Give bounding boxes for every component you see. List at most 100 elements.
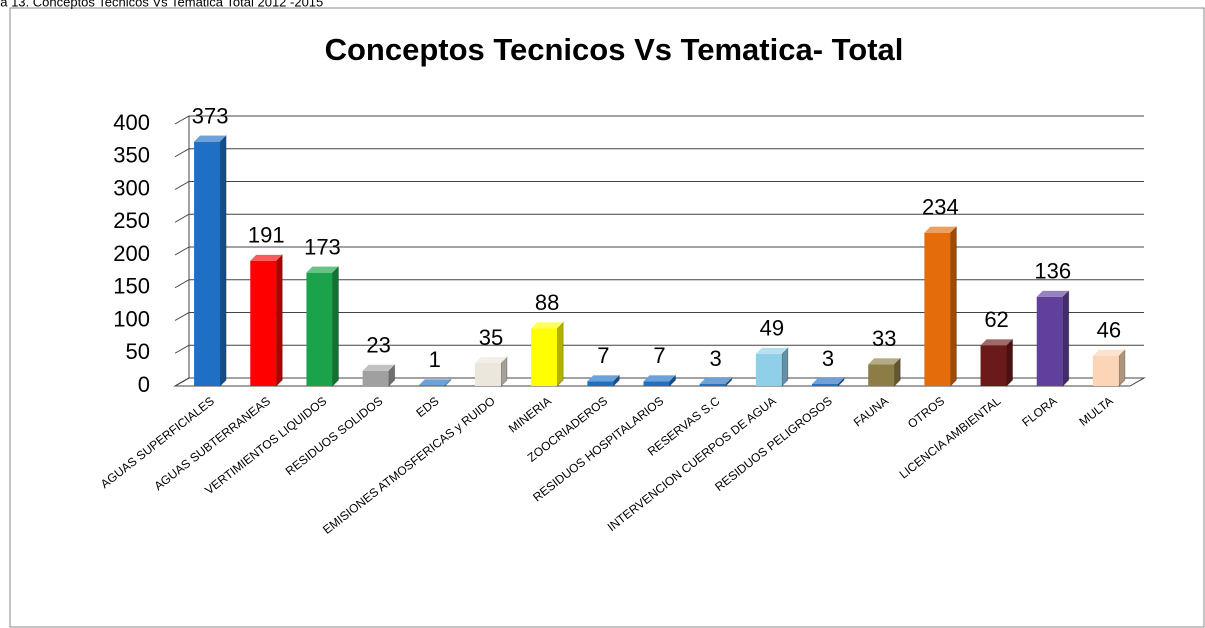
grid-line: [174, 377, 1144, 387]
bar: [924, 232, 951, 386]
y-tick-label: 50: [126, 339, 150, 364]
bar-top-shade: [250, 254, 283, 261]
bar: [812, 384, 839, 386]
bar-top: [699, 378, 732, 385]
bar-top: [194, 135, 227, 142]
bar-top: [1036, 290, 1069, 297]
bar-top: [362, 364, 395, 371]
bar-side-shade: [838, 378, 845, 386]
value-label: 136: [1034, 259, 1071, 284]
bar-top-shade: [531, 322, 564, 329]
bar-side-shade: [1062, 290, 1069, 386]
bar-top-shade: [362, 364, 395, 371]
bar-top-shade: [474, 357, 507, 364]
bar-side-shade: [1118, 349, 1125, 386]
value-label: 88: [535, 290, 559, 315]
bar-side-shade: [444, 379, 451, 386]
bar-top-shade: [868, 358, 901, 365]
bar-top-shade: [924, 226, 957, 233]
value-label: 1: [429, 347, 441, 372]
grid-line: [174, 344, 1144, 354]
value-label: 3: [710, 346, 722, 371]
chart-title: Conceptos Tecnicos Vs Tematica- Total: [325, 32, 904, 67]
bar-top: [924, 226, 957, 233]
bar-top-shade: [1092, 349, 1125, 356]
bar: [306, 272, 333, 386]
bar: [980, 345, 1007, 386]
bar: [868, 364, 895, 386]
bar-top: [1092, 349, 1125, 356]
bar-side-shade: [613, 375, 620, 386]
grid-line: [174, 115, 1144, 125]
y-tick-label: 250: [113, 208, 150, 233]
bar-top-shade: [699, 378, 732, 385]
bar: [474, 363, 501, 386]
bar: [418, 385, 445, 386]
bar-top: [868, 358, 901, 365]
bar-top-shade: [812, 378, 845, 385]
bar: [250, 260, 277, 386]
grid-line: [174, 213, 1144, 223]
bar-side-shade: [725, 378, 732, 386]
bar-top-shade: [587, 375, 620, 382]
value-label: 373: [192, 103, 229, 128]
value-label: 62: [984, 307, 1008, 332]
value-label: 46: [1097, 318, 1121, 343]
bar-top-shade: [755, 347, 788, 354]
bar-side-shade: [332, 266, 339, 386]
y-tick-label: 150: [113, 274, 150, 299]
bar-top: [531, 322, 564, 329]
bar-top: [812, 378, 845, 385]
bar-side-shade: [500, 357, 507, 386]
y-tick-label: 0: [138, 372, 150, 397]
value-label: 3: [822, 346, 834, 371]
bar: [362, 370, 389, 386]
bar: [1092, 355, 1119, 386]
y-tick-label: 400: [113, 110, 150, 135]
bar-side-shade: [950, 226, 957, 386]
y-tick-label: 100: [113, 306, 150, 331]
bar-side-shade: [781, 347, 788, 386]
bar-side-shade: [1006, 339, 1013, 386]
bar-side-shade: [276, 254, 283, 386]
y-tick-label: 350: [113, 143, 150, 168]
bar: [587, 381, 614, 386]
value-label: 7: [653, 343, 665, 368]
bar-top-shade: [643, 375, 676, 382]
caption: afica 13. Conceptos Tecnicos Vs Tematica…: [0, 0, 323, 9]
bar-top-shade: [1036, 290, 1069, 297]
bar-top: [980, 339, 1013, 346]
bar-side-shade: [557, 322, 564, 386]
bar: [1036, 296, 1063, 386]
grid-line: [174, 148, 1144, 158]
bar-side-shade: [388, 364, 395, 386]
value-label: 234: [922, 195, 959, 220]
grid-line: [174, 312, 1144, 321]
bar: [755, 353, 782, 386]
bar-top: [643, 375, 676, 382]
bar-top-shade: [418, 379, 451, 386]
bar-side-shade: [220, 135, 227, 386]
grid-line: [174, 181, 1144, 190]
bar: [194, 141, 221, 386]
bar: [643, 381, 670, 386]
grid-line: [174, 279, 1144, 289]
bar-top: [587, 375, 620, 382]
bar-top: [306, 266, 339, 273]
value-label: 23: [366, 333, 390, 358]
value-label: 35: [479, 325, 503, 350]
bar: [699, 384, 726, 386]
value-label: 191: [248, 223, 285, 248]
bar: [531, 328, 558, 386]
bar-top-shade: [306, 266, 339, 273]
y-tick-label: 200: [113, 241, 150, 266]
value-label: 33: [872, 326, 896, 351]
bar-top: [250, 254, 283, 261]
value-label: 7: [597, 343, 609, 368]
grid-line: [174, 246, 1144, 256]
bar-top: [418, 379, 451, 386]
value-label: 173: [304, 234, 341, 259]
value-label: 49: [760, 316, 784, 341]
bar-top: [474, 357, 507, 364]
